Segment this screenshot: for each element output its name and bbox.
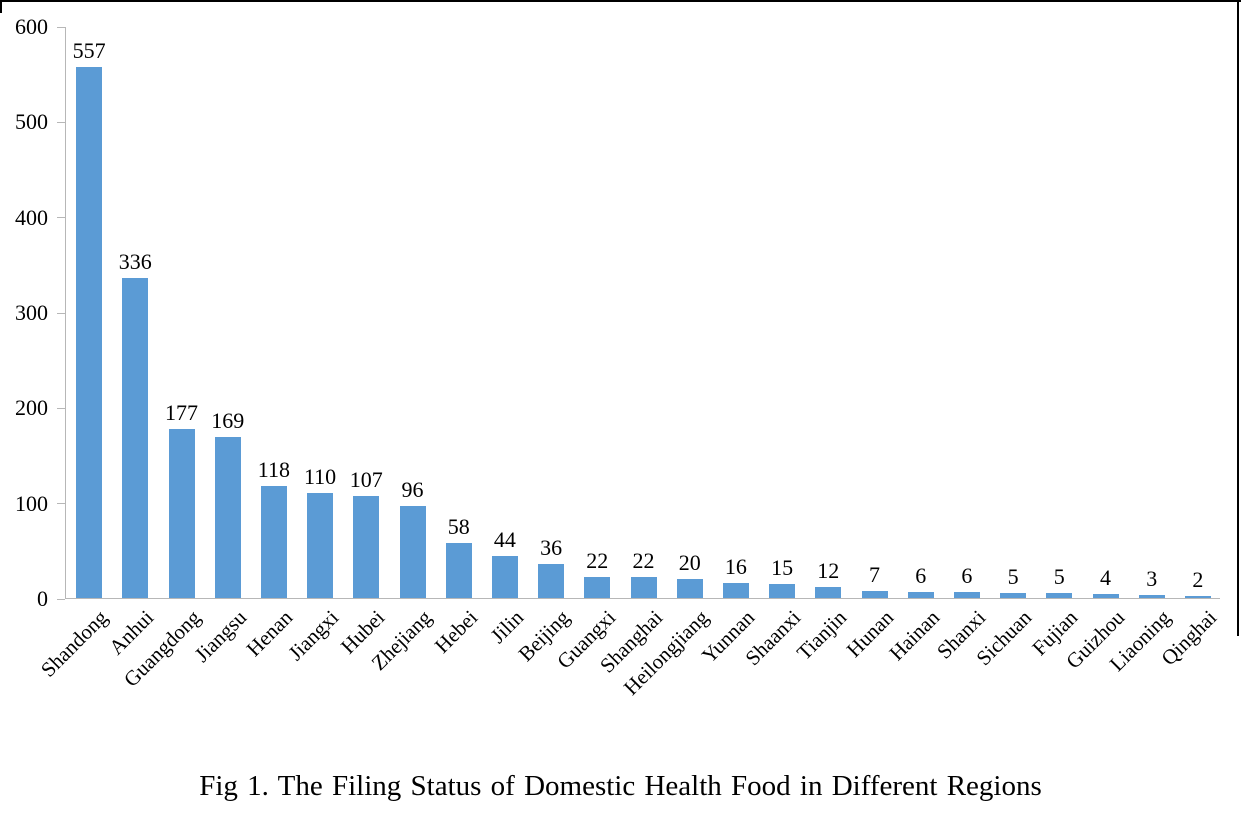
figure-caption: Fig 1. The Filing Status of Domestic Hea… [199, 770, 1042, 802]
bar-value-label: 107 [349, 466, 383, 492]
bar-shaanxi [769, 583, 796, 598]
bar-value-label: 336 [118, 248, 152, 274]
bar-hebei [445, 542, 472, 598]
bar-jilin [491, 556, 518, 598]
bar-shanghai [630, 577, 657, 598]
y-axis-tick-mark [57, 26, 65, 28]
y-axis-tick-label: 100 [15, 490, 48, 516]
page-border-top [0, 0, 1241, 2]
bar-heilongjiang [676, 578, 703, 598]
bar-value-label: 44 [493, 527, 516, 553]
bar-hubei [353, 496, 380, 598]
y-axis-tick-label: 0 [37, 586, 48, 611]
y-axis-tick-mark [57, 217, 65, 219]
bar-value-label: 20 [678, 549, 701, 575]
bar-value-label: 58 [447, 513, 470, 539]
bar-hainan [907, 592, 934, 598]
bar-henan [260, 485, 287, 598]
page-border-left-stub [0, 0, 2, 13]
bar-value-label: 2 [1192, 567, 1204, 593]
bar-yunnan [722, 582, 749, 598]
bar-value-label: 5 [1053, 564, 1065, 590]
bar-hunan [861, 591, 888, 598]
bar-tianjin [815, 586, 842, 598]
bar-anhui [122, 277, 149, 598]
bar-value-label: 557 [72, 37, 106, 63]
bar-value-label: 16 [724, 553, 747, 579]
y-axis-tick-mark [57, 598, 65, 600]
bar-qinghai [1184, 596, 1211, 598]
y-axis-tick-label: 500 [15, 109, 48, 135]
y-axis-tick-mark [57, 407, 65, 409]
y-axis-tick-label: 300 [15, 300, 48, 325]
bar-sichuan [1000, 593, 1027, 598]
bar-value-label: 118 [257, 456, 290, 482]
bar-liaoning [1138, 595, 1165, 598]
bar-value-label: 22 [632, 548, 655, 574]
bar-value-label: 110 [304, 464, 337, 490]
bar-fujian [1046, 593, 1073, 598]
y-axis-tick-label: 600 [15, 14, 48, 39]
bar-guizhou [1092, 594, 1119, 598]
bar-jiangsu [214, 436, 241, 598]
bar-jiangxi [307, 493, 334, 598]
bar-shandong [76, 67, 103, 598]
bar-value-label: 6 [915, 563, 927, 589]
plot-area: 557 Shandong 336 Anhui 177 Guangdong 169 Jiangs… [36, 26, 1221, 700]
bar-value-label: 7 [869, 562, 880, 588]
y-axis-tick-label: 400 [15, 204, 48, 230]
bar-value-label: 169 [211, 407, 245, 433]
page-border-right [1237, 0, 1239, 636]
bar-value-label: 5 [1007, 564, 1019, 590]
bar-value-label: 3 [1146, 566, 1158, 592]
bar-value-label: 12 [817, 557, 840, 583]
bar-guangxi [584, 577, 611, 598]
bar-value-label: 177 [165, 400, 198, 426]
bar-value-label: 22 [586, 548, 609, 574]
y-axis-tick-label: 200 [15, 395, 48, 421]
bar-value-label: 6 [961, 563, 973, 589]
bar-zhejiang [399, 506, 426, 598]
bar-guangdong [168, 429, 195, 598]
bar-value-label: 36 [540, 534, 563, 560]
y-axis-tick-mark [57, 503, 65, 505]
bar-beijing [538, 563, 565, 598]
y-axis-tick-mark [57, 121, 65, 123]
bar-value-label: 15 [771, 554, 794, 580]
bar-value-label: 96 [401, 477, 424, 503]
bar-value-label: 4 [1100, 565, 1111, 591]
bar-shanxi [953, 592, 980, 598]
y-axis-tick-mark [57, 312, 65, 314]
